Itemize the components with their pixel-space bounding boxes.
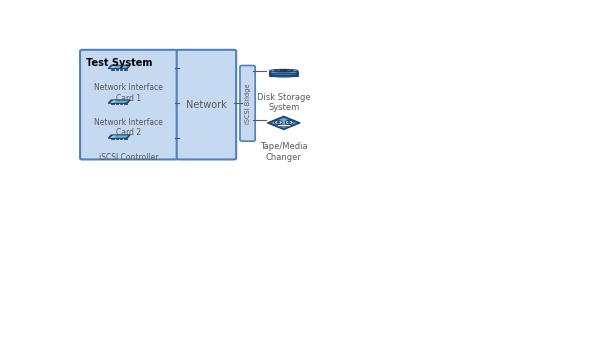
Ellipse shape — [270, 69, 298, 72]
Polygon shape — [115, 68, 119, 70]
Polygon shape — [124, 138, 126, 139]
Text: Tape/Media
Changer: Tape/Media Changer — [260, 142, 308, 162]
Polygon shape — [270, 73, 298, 74]
Polygon shape — [111, 66, 116, 68]
Text: Network: Network — [186, 100, 227, 109]
Polygon shape — [112, 68, 114, 70]
Polygon shape — [125, 65, 130, 68]
Polygon shape — [112, 138, 114, 139]
Polygon shape — [270, 74, 298, 76]
Polygon shape — [111, 100, 116, 103]
Polygon shape — [112, 103, 114, 104]
Polygon shape — [278, 124, 290, 126]
FancyBboxPatch shape — [240, 65, 255, 141]
Text: Network Interface
Card 2: Network Interface Card 2 — [95, 118, 163, 137]
Polygon shape — [108, 65, 130, 68]
Polygon shape — [124, 68, 126, 70]
Ellipse shape — [270, 71, 298, 74]
Polygon shape — [111, 136, 128, 138]
Polygon shape — [120, 138, 122, 139]
Polygon shape — [108, 135, 130, 138]
Polygon shape — [120, 103, 122, 104]
FancyBboxPatch shape — [177, 50, 236, 159]
Ellipse shape — [270, 73, 298, 76]
Polygon shape — [271, 118, 296, 128]
Text: iSCSI Bridge: iSCSI Bridge — [244, 83, 251, 124]
Polygon shape — [111, 100, 128, 103]
Polygon shape — [115, 103, 119, 104]
Ellipse shape — [270, 74, 298, 77]
Text: Test System: Test System — [86, 58, 153, 68]
Polygon shape — [111, 136, 116, 138]
Ellipse shape — [270, 73, 298, 75]
FancyBboxPatch shape — [80, 50, 177, 159]
Polygon shape — [111, 66, 128, 68]
Polygon shape — [270, 71, 298, 72]
Polygon shape — [115, 138, 119, 139]
Ellipse shape — [280, 70, 287, 71]
Circle shape — [287, 122, 291, 123]
Polygon shape — [125, 135, 130, 138]
Circle shape — [274, 120, 282, 124]
Ellipse shape — [270, 71, 298, 74]
Polygon shape — [108, 100, 130, 103]
Text: iSCSI Controller: iSCSI Controller — [99, 153, 158, 162]
Polygon shape — [124, 103, 126, 104]
Text: Network Interface
Card 1: Network Interface Card 1 — [95, 83, 163, 103]
Text: Disk Storage
System: Disk Storage System — [257, 93, 311, 112]
Circle shape — [277, 122, 280, 123]
Polygon shape — [120, 68, 122, 70]
Polygon shape — [125, 100, 130, 103]
Circle shape — [286, 120, 293, 124]
Polygon shape — [267, 116, 300, 129]
